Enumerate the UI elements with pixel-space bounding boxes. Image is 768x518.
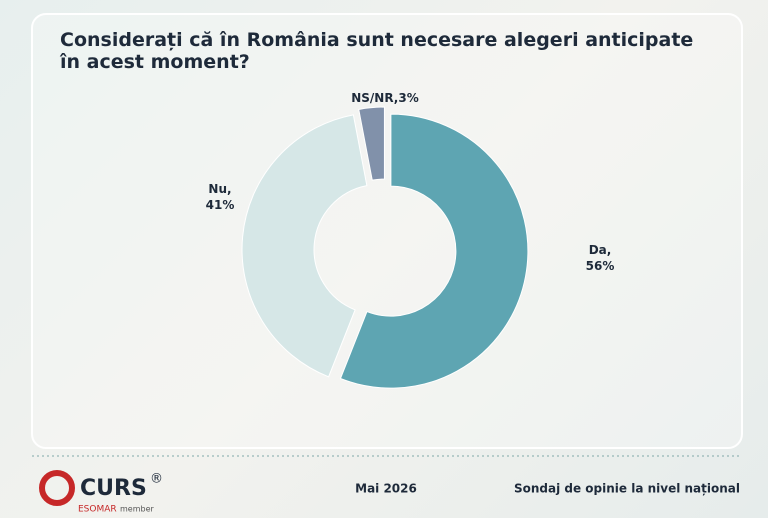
slice-label: Nu, 41% [206,182,235,212]
slice-category: Da, [589,243,612,257]
registered: ® [150,472,163,487]
note: Sondaj de opinie la nivel național [514,482,740,496]
member: member [120,505,155,514]
esomar: ESOMAR [78,505,117,515]
slice [339,113,529,389]
slice [241,114,368,378]
slice-value: 56% [586,259,615,273]
slice-label: NS/NR,3% [351,91,419,105]
slice-category: NS/NR, [351,91,398,105]
slice [358,106,385,181]
slice-value: 3% [398,91,418,105]
logo-mark [39,470,75,506]
date: Mai 2026 [355,482,417,496]
slice-category: Nu, [208,182,231,196]
card [31,13,743,449]
chart-title: Considerați că în România sunt necesare … [59,29,693,73]
slice-label: Da, 56% [586,243,615,273]
slice-value: 41% [206,198,235,212]
logo: CURS [80,476,147,501]
